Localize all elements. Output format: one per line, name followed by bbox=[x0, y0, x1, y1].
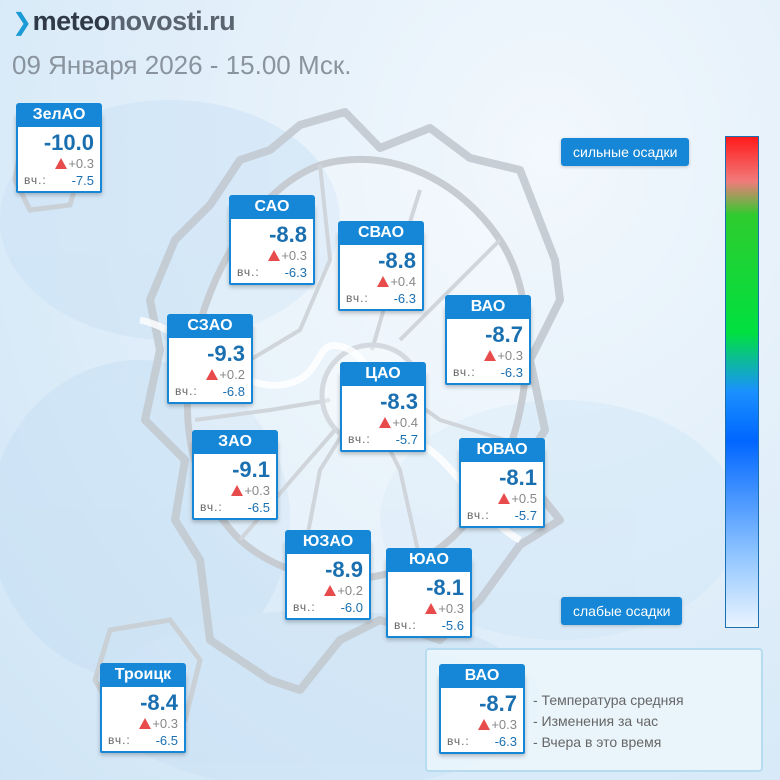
average-temperature: -8.3 bbox=[380, 389, 418, 414]
legend-item-hourly-change: - Изменения за час bbox=[533, 713, 659, 729]
yesterday-row: вч.: -6.3 bbox=[453, 365, 523, 380]
district-name: Троицк bbox=[100, 663, 186, 687]
hourly-change: +0.3 bbox=[441, 717, 523, 733]
yesterday-temperature: -5.7 bbox=[514, 508, 537, 523]
yesterday-temperature: -6.5 bbox=[155, 733, 178, 748]
average-temperature: -8.7 bbox=[479, 691, 517, 716]
precipitation-color-scale bbox=[725, 136, 759, 628]
average-temperature: -8.9 bbox=[325, 557, 363, 582]
increase-triangle-icon bbox=[377, 276, 390, 287]
yesterday-temperature: -5.6 bbox=[441, 618, 464, 633]
yesterday-row: вч.: -6.0 bbox=[293, 600, 363, 615]
average-temperature: -9.1 bbox=[232, 457, 270, 482]
yesterday-temperature: -6.5 bbox=[247, 500, 270, 515]
average-temperature: -10.0 bbox=[43, 130, 94, 155]
average-temperature: -8.8 bbox=[269, 222, 307, 247]
district-card-vao: ВАО -8.7 +0.3 вч.: -6.3 bbox=[445, 295, 531, 385]
yesterday-row: вч.: -6.8 bbox=[175, 384, 245, 399]
increase-triangle-icon bbox=[484, 350, 497, 361]
district-name: ЮЗАО bbox=[285, 530, 371, 554]
yesterday-row: вч.: -5.7 bbox=[467, 508, 537, 523]
average-temperature: -8.1 bbox=[499, 465, 537, 490]
district-card-zelao: ЗелАО -10.0 +0.3 вч.: -7.5 bbox=[16, 103, 102, 193]
hourly-change: +0.5 bbox=[461, 491, 543, 507]
district-name: ВАО bbox=[439, 664, 525, 688]
hourly-change: +0.2 bbox=[169, 367, 251, 383]
average-temperature: -8.4 bbox=[140, 690, 178, 715]
yesterday-temperature: -7.5 bbox=[71, 173, 94, 188]
district-name: САО bbox=[229, 195, 315, 219]
increase-triangle-icon bbox=[139, 718, 152, 729]
average-temperature: -9.3 bbox=[207, 341, 245, 366]
hourly-change: +0.3 bbox=[447, 348, 529, 364]
district-name: ЗелАО bbox=[16, 103, 102, 127]
yesterday-row: вч.: -6.3 bbox=[237, 265, 307, 280]
light-precipitation-label: слабые осадки bbox=[561, 597, 683, 625]
yesterday-temperature: -6.8 bbox=[222, 384, 245, 399]
district-name: ЮВАО bbox=[459, 438, 545, 462]
yesterday-row: вч.: -6.3 bbox=[346, 291, 416, 306]
yesterday-temperature: -6.3 bbox=[393, 291, 416, 306]
increase-triangle-icon bbox=[268, 250, 281, 261]
district-name: ЮАО bbox=[386, 548, 472, 572]
district-card-troitsk: Троицк -8.4 +0.3 вч.: -6.5 bbox=[100, 663, 186, 753]
increase-triangle-icon bbox=[324, 585, 337, 596]
hourly-change: +0.3 bbox=[18, 156, 100, 172]
district-name: СЗАО bbox=[167, 314, 253, 338]
district-name: ЗАО bbox=[192, 430, 278, 454]
yesterday-temperature: -6.0 bbox=[340, 600, 363, 615]
district-card-svao: СВАО -8.8 +0.4 вч.: -6.3 bbox=[338, 221, 424, 311]
average-temperature: -8.8 bbox=[378, 248, 416, 273]
city-boundary bbox=[141, 108, 564, 694]
yesterday-temperature: -6.3 bbox=[284, 265, 307, 280]
legend-sample-card: ВАО -8.7 +0.3 вч.: -6.3 bbox=[439, 664, 525, 754]
increase-triangle-icon bbox=[379, 417, 392, 428]
yesterday-row: вч.: -6.5 bbox=[200, 500, 270, 515]
increase-triangle-icon bbox=[206, 369, 219, 380]
yesterday-row: вч.: -7.5 bbox=[24, 173, 94, 188]
hourly-change: +0.4 bbox=[342, 415, 424, 431]
increase-triangle-icon bbox=[231, 485, 244, 496]
increase-triangle-icon bbox=[55, 158, 68, 169]
hourly-change: +0.3 bbox=[388, 601, 470, 617]
district-card-yuao: ЮАО -8.1 +0.3 вч.: -5.6 bbox=[386, 548, 472, 638]
district-card-zao: ЗАО -9.1 +0.3 вч.: -6.5 bbox=[192, 430, 278, 520]
legend-item-yesterday: - Вчера в это время bbox=[533, 734, 662, 750]
yesterday-row: вч.: -5.7 bbox=[348, 432, 418, 447]
district-name: ВАО bbox=[445, 295, 531, 319]
legend-item-average-temperature: - Температура средняя bbox=[533, 692, 684, 708]
district-card-cao: ЦАО -8.3 +0.4 вч.: -5.7 bbox=[340, 362, 426, 452]
district-card-szao: СЗАО -9.3 +0.2 вч.: -6.8 bbox=[167, 314, 253, 404]
increase-triangle-icon bbox=[498, 493, 511, 504]
yesterday-row: вч.: -6.5 bbox=[108, 733, 178, 748]
district-card-sao: САО -8.8 +0.3 вч.: -6.3 bbox=[229, 195, 315, 285]
yesterday-temperature: -5.7 bbox=[395, 432, 418, 447]
district-name: СВАО bbox=[338, 221, 424, 245]
district-name: ЦАО bbox=[340, 362, 426, 386]
legend-panel: ВАО -8.7 +0.3 вч.: -6.3 - Температура сре… bbox=[425, 648, 763, 772]
site-logo[interactable]: ❯meteonovosti.ru bbox=[12, 6, 236, 36]
district-card-yuzao: ЮЗАО -8.9 +0.2 вч.: -6.0 bbox=[285, 530, 371, 620]
hourly-change: +0.3 bbox=[194, 483, 276, 499]
logo-mark-icon: ❯ bbox=[12, 9, 32, 36]
heavy-precipitation-label: сильные осадки bbox=[561, 138, 690, 166]
legend-items: - Температура средняя - Изменения за час… bbox=[533, 690, 684, 753]
hourly-change: +0.2 bbox=[287, 583, 369, 599]
hourly-change: +0.3 bbox=[231, 248, 313, 264]
district-card-yuvao: ЮВАО -8.1 +0.5 вч.: -5.7 bbox=[459, 438, 545, 528]
yesterday-temperature: -6.3 bbox=[500, 365, 523, 380]
yesterday-row: вч.: -6.3 bbox=[447, 734, 517, 749]
average-temperature: -8.7 bbox=[485, 322, 523, 347]
increase-triangle-icon bbox=[425, 603, 438, 614]
hourly-change: +0.3 bbox=[102, 716, 184, 732]
hourly-change: +0.4 bbox=[340, 274, 422, 290]
increase-triangle-icon bbox=[478, 719, 491, 730]
report-datetime: 09 Января 2026 - 15.00 Мск. bbox=[12, 50, 352, 80]
yesterday-temperature: -6.3 bbox=[494, 734, 517, 749]
average-temperature: -8.1 bbox=[426, 575, 464, 600]
yesterday-row: вч.: -5.6 bbox=[394, 618, 464, 633]
